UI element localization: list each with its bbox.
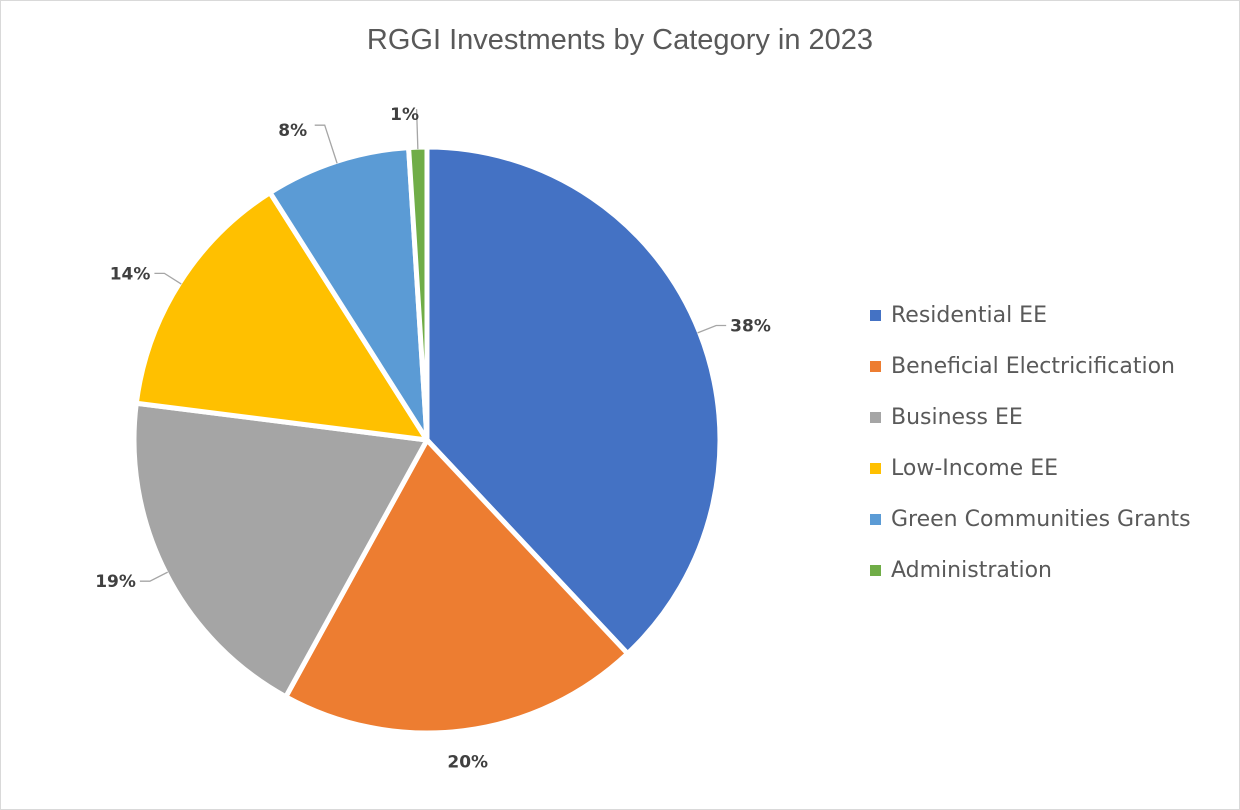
legend-label: Green Communities Grants: [891, 507, 1191, 532]
legend-item-administration: Administration: [870, 545, 1191, 596]
legend-label: Business EE: [891, 405, 1023, 430]
data-label-green-communities-grants: 8%: [278, 121, 307, 141]
leader-line-residential-ee: [697, 324, 727, 334]
leader-line-administration: [415, 109, 419, 150]
legend-item-low-income-ee: Low-Income EE: [870, 443, 1191, 494]
legend-label: Beneficial Electricification: [891, 354, 1175, 379]
leader-line-business-ee: [139, 571, 169, 582]
legend-swatch: [870, 565, 881, 576]
chart-title: RGGI Investments by Category in 2023: [366, 24, 874, 56]
legend-label: Administration: [891, 558, 1052, 583]
legend-swatch: [870, 361, 881, 372]
leader-line-green-communities-grants: [314, 124, 338, 164]
data-label-business-ee: 19%: [95, 572, 136, 592]
data-label-residential-ee: 38%: [730, 317, 771, 337]
legend-label: Residential EE: [891, 303, 1047, 328]
legend-item-green-communities-grants: Green Communities Grants: [870, 494, 1191, 545]
legend-swatch: [870, 310, 881, 321]
legend-swatch: [870, 412, 881, 423]
pie-slice-beneficial-electricification: [283, 437, 631, 736]
data-label-administration: 1%: [390, 105, 419, 125]
legend-swatch: [870, 514, 881, 525]
leader-line-low-income-ee: [154, 272, 182, 285]
legend-swatch: [870, 463, 881, 474]
legend-item-business-ee: Business EE: [870, 392, 1191, 443]
data-label-beneficial-electricification: 20%: [447, 752, 488, 772]
legend-label: Low-Income EE: [891, 456, 1059, 481]
data-label-low-income-ee: 14%: [110, 264, 151, 284]
legend-item-residential-ee: Residential EE: [870, 290, 1191, 341]
legend: Residential EE Beneficial Electricificati…: [870, 290, 1191, 596]
legend-item-beneficial-electricification: Beneficial Electricification: [870, 341, 1191, 392]
